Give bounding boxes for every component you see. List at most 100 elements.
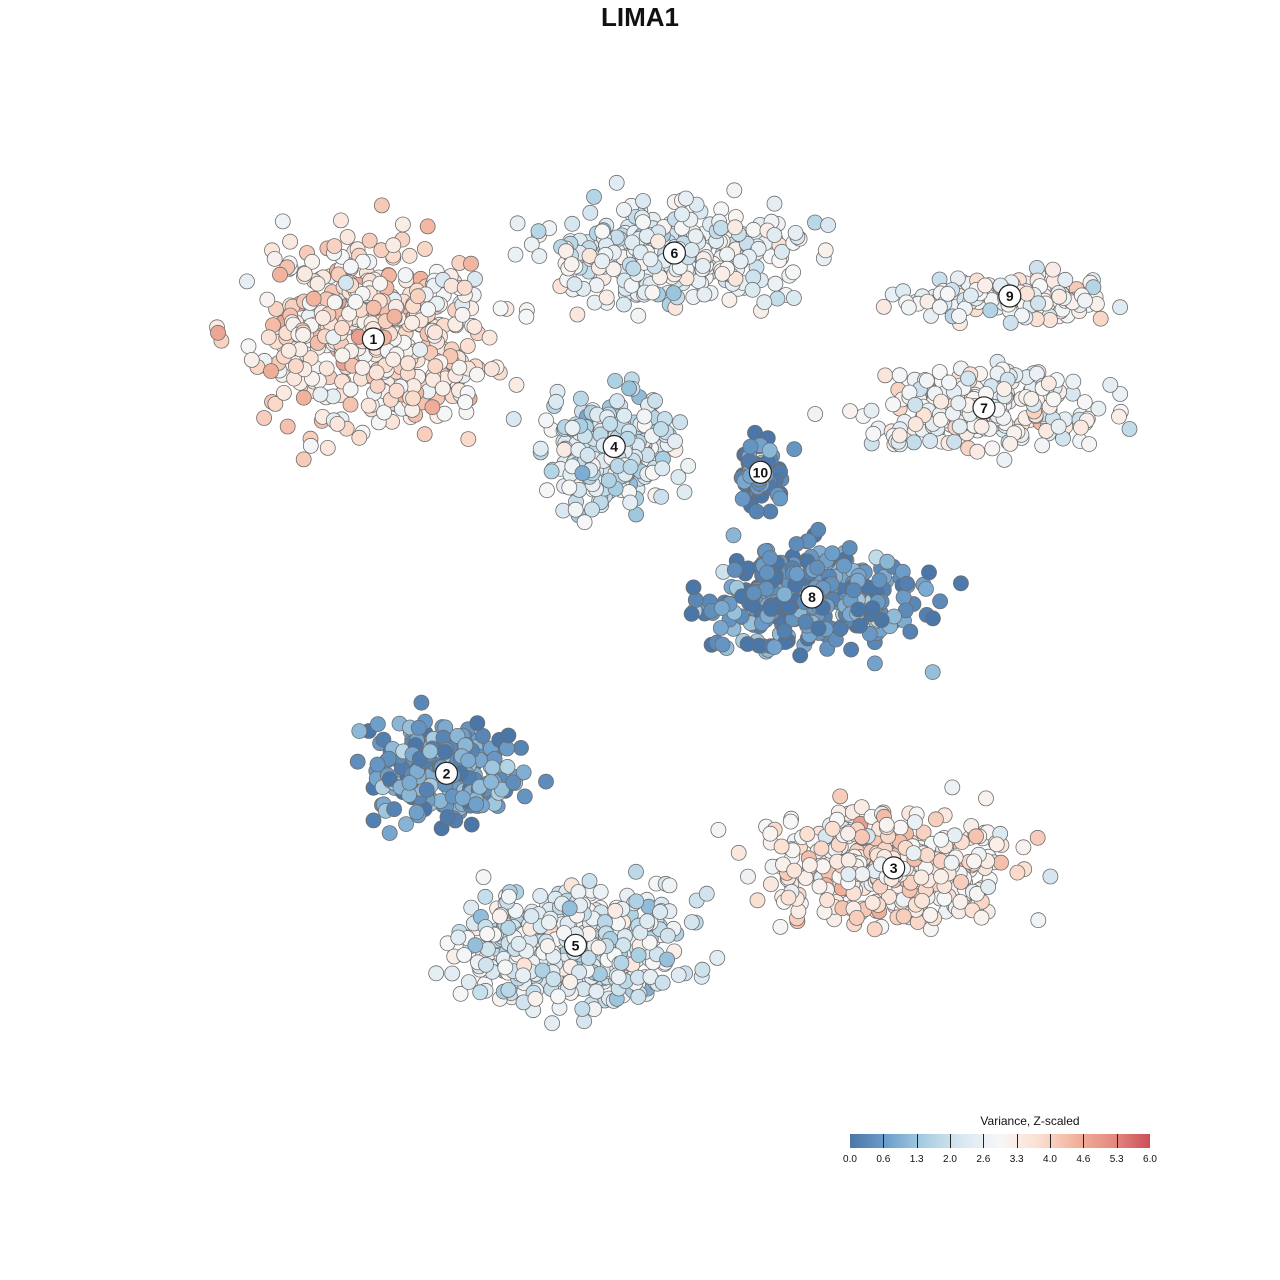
data-point: [475, 869, 492, 886]
data-point: [982, 302, 999, 319]
data-point: [907, 396, 924, 413]
data-point: [561, 479, 578, 496]
data-point: [654, 460, 671, 477]
data-point: [863, 402, 880, 419]
data-point: [832, 620, 849, 637]
data-point: [1051, 288, 1068, 305]
data-point: [1019, 285, 1035, 302]
data-point: [913, 869, 930, 886]
data-point: [342, 396, 359, 413]
data-point: [848, 910, 865, 926]
colorbar-tick: [1116, 1134, 1118, 1148]
data-point: [672, 414, 688, 431]
data-point: [416, 426, 433, 443]
data-point: [365, 812, 382, 829]
data-point: [915, 824, 932, 841]
data-point: [315, 309, 331, 326]
data-point: [468, 796, 485, 813]
data-point: [712, 620, 729, 636]
data-point: [820, 217, 836, 234]
data-point: [457, 394, 474, 411]
data-point: [1050, 418, 1067, 435]
data-point: [1057, 271, 1074, 288]
data-point: [683, 606, 700, 622]
data-point: [351, 723, 368, 739]
data-point: [548, 393, 564, 410]
data-point: [951, 308, 967, 324]
data-point: [922, 433, 939, 449]
data-point: [642, 251, 659, 268]
data-point: [309, 275, 326, 292]
data-point: [545, 971, 562, 988]
data-point: [654, 974, 671, 991]
data-point: [877, 367, 894, 384]
colorbar-tick: [916, 1134, 918, 1148]
colorbar-tick: [883, 1134, 885, 1148]
data-point: [745, 585, 762, 602]
data-point: [274, 213, 291, 230]
data-point: [505, 774, 522, 791]
cluster-label-10: 10: [748, 460, 773, 484]
data-point: [1111, 408, 1127, 425]
data-point: [842, 403, 858, 420]
data-point: [409, 288, 426, 305]
data-point: [1102, 376, 1119, 393]
data-point: [659, 927, 676, 944]
data-point: [369, 756, 386, 773]
data-point: [385, 351, 402, 368]
data-point: [428, 965, 445, 982]
data-point: [836, 557, 852, 574]
data-point: [864, 895, 881, 911]
data-point: [326, 294, 343, 311]
data-point: [1002, 435, 1019, 452]
data-point: [683, 242, 700, 258]
data-point: [594, 253, 611, 270]
data-point: [854, 866, 871, 883]
data-point: [561, 900, 578, 917]
data-point: [532, 440, 549, 457]
data-point: [1030, 912, 1047, 929]
data-point: [424, 399, 441, 416]
data-point: [867, 655, 883, 672]
data-point: [762, 503, 779, 520]
data-point: [1081, 436, 1097, 453]
data-point: [1023, 390, 1040, 407]
data-point: [600, 472, 617, 489]
data-point: [608, 174, 625, 191]
data-point: [993, 854, 1009, 871]
data-point: [969, 443, 986, 460]
data-point: [1045, 391, 1062, 408]
cluster-label-2: 2: [434, 761, 459, 785]
data-point: [787, 224, 804, 241]
data-point: [739, 636, 756, 652]
data-point: [714, 600, 730, 616]
data-point: [984, 440, 1001, 457]
data-point: [434, 380, 451, 397]
data-point: [460, 974, 477, 990]
data-point: [523, 908, 540, 924]
data-point: [450, 929, 467, 946]
data-point: [866, 921, 883, 938]
cluster-label-text: 1: [370, 331, 378, 347]
data-point: [576, 514, 593, 531]
data-point: [538, 773, 554, 790]
colorbar-tick-label: 2.0: [943, 1154, 957, 1165]
data-point: [881, 889, 897, 905]
data-point: [497, 959, 514, 976]
cluster-label-4: 4: [602, 434, 626, 459]
data-point: [714, 265, 731, 282]
data-point: [463, 255, 479, 272]
data-point: [891, 427, 908, 444]
data-point: [772, 919, 789, 935]
colorbar-tick-label: 0.0: [843, 1154, 857, 1165]
data-point: [239, 273, 255, 290]
data-point: [943, 854, 960, 871]
colorbar-gradient: [850, 1134, 1150, 1148]
data-point: [463, 816, 480, 833]
data-point: [588, 277, 605, 294]
data-point: [1034, 437, 1051, 454]
data-point: [973, 418, 990, 435]
colorbar-tick-label: 2.6: [976, 1154, 991, 1165]
data-point: [602, 415, 618, 432]
